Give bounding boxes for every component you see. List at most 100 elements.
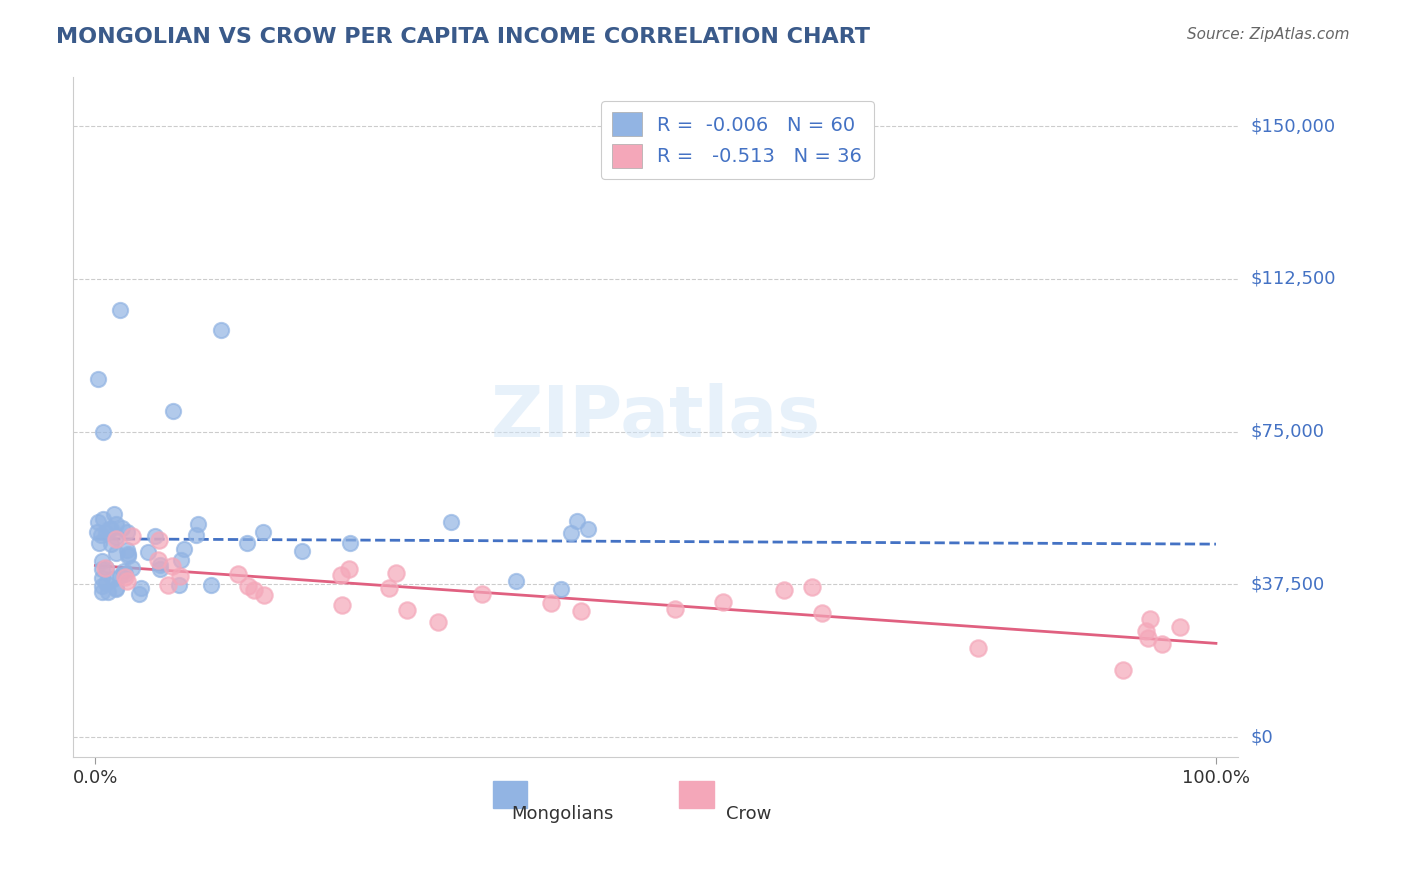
Point — [560, 526, 582, 541]
Point — [209, 323, 232, 337]
Point — [226, 566, 249, 581]
Point — [97, 585, 120, 599]
Point — [801, 580, 824, 594]
Text: Crow: Crow — [727, 805, 772, 823]
Point — [167, 578, 190, 592]
Text: $37,500: $37,500 — [1250, 575, 1324, 593]
Point — [235, 535, 257, 549]
Point — [711, 595, 734, 609]
Point — [252, 524, 274, 539]
Point — [253, 588, 276, 602]
Point — [540, 596, 562, 610]
Text: Source: ZipAtlas.com: Source: ZipAtlas.com — [1187, 27, 1350, 42]
Bar — [679, 781, 714, 808]
Point — [157, 578, 180, 592]
Point — [664, 602, 686, 616]
Point — [105, 582, 128, 596]
Point — [576, 522, 599, 536]
Point — [550, 582, 572, 597]
Point — [427, 615, 450, 630]
Point — [103, 572, 125, 586]
Point — [170, 552, 193, 566]
Point — [773, 582, 796, 597]
Point — [505, 574, 527, 589]
Point — [103, 507, 125, 521]
Text: $150,000: $150,000 — [1250, 118, 1336, 136]
Text: $0: $0 — [1250, 728, 1272, 746]
Point — [108, 302, 131, 317]
Point — [291, 543, 314, 558]
Text: $112,500: $112,500 — [1250, 270, 1336, 288]
Point — [91, 579, 114, 593]
Point — [396, 602, 419, 616]
Point — [105, 532, 128, 546]
Point — [93, 425, 115, 439]
Point — [146, 552, 169, 566]
Point — [90, 528, 112, 542]
Point — [105, 546, 128, 560]
Point — [1136, 631, 1159, 645]
Point — [567, 514, 589, 528]
Text: $75,000: $75,000 — [1250, 423, 1324, 441]
Point — [87, 536, 110, 550]
Point — [94, 561, 117, 575]
Point — [97, 522, 120, 536]
Point — [471, 586, 494, 600]
Point — [149, 558, 172, 573]
Point — [238, 579, 260, 593]
Text: ZIPatlas: ZIPatlas — [491, 383, 821, 452]
Point — [91, 512, 114, 526]
Point — [104, 582, 127, 596]
Point — [94, 560, 117, 574]
Point — [384, 566, 406, 581]
Point — [110, 569, 132, 583]
Point — [91, 571, 114, 585]
Point — [1135, 624, 1157, 639]
Point — [337, 561, 360, 575]
Point — [94, 576, 117, 591]
Point — [148, 533, 170, 547]
Point — [1168, 620, 1191, 634]
Point — [96, 525, 118, 540]
Point — [112, 564, 135, 578]
Point — [136, 545, 159, 559]
Point — [187, 516, 209, 531]
Point — [440, 515, 463, 529]
Bar — [492, 781, 527, 808]
Point — [100, 522, 122, 536]
Point — [100, 537, 122, 551]
Point — [105, 530, 128, 544]
Point — [104, 517, 127, 532]
Text: MONGOLIAN VS CROW PER CAPITA INCOME CORRELATION CHART: MONGOLIAN VS CROW PER CAPITA INCOME CORR… — [56, 27, 870, 46]
Text: Mongolians: Mongolians — [512, 805, 613, 823]
Point — [114, 567, 136, 582]
Point — [169, 568, 191, 582]
Point — [117, 543, 139, 558]
Point — [173, 541, 195, 556]
Point — [811, 606, 834, 620]
Point — [162, 404, 184, 418]
Point — [90, 562, 112, 576]
Point — [162, 559, 184, 574]
Legend: R =  -0.006   N = 60, R =   -0.513   N = 36: R = -0.006 N = 60, R = -0.513 N = 36 — [600, 101, 873, 179]
Point — [117, 524, 139, 539]
Point — [378, 581, 401, 595]
Point — [131, 581, 153, 595]
Point — [200, 578, 222, 592]
Point — [1139, 612, 1161, 626]
Point — [87, 516, 110, 530]
Point — [117, 547, 139, 561]
Point — [117, 549, 139, 563]
Point — [117, 574, 139, 588]
Point — [966, 640, 988, 655]
Point — [143, 529, 166, 543]
Point — [90, 554, 112, 568]
Point — [114, 569, 136, 583]
Point — [339, 535, 361, 549]
Point — [87, 372, 110, 386]
Point — [243, 583, 266, 598]
Point — [330, 598, 353, 612]
Point — [128, 587, 150, 601]
Point — [121, 560, 143, 574]
Point — [569, 604, 592, 618]
